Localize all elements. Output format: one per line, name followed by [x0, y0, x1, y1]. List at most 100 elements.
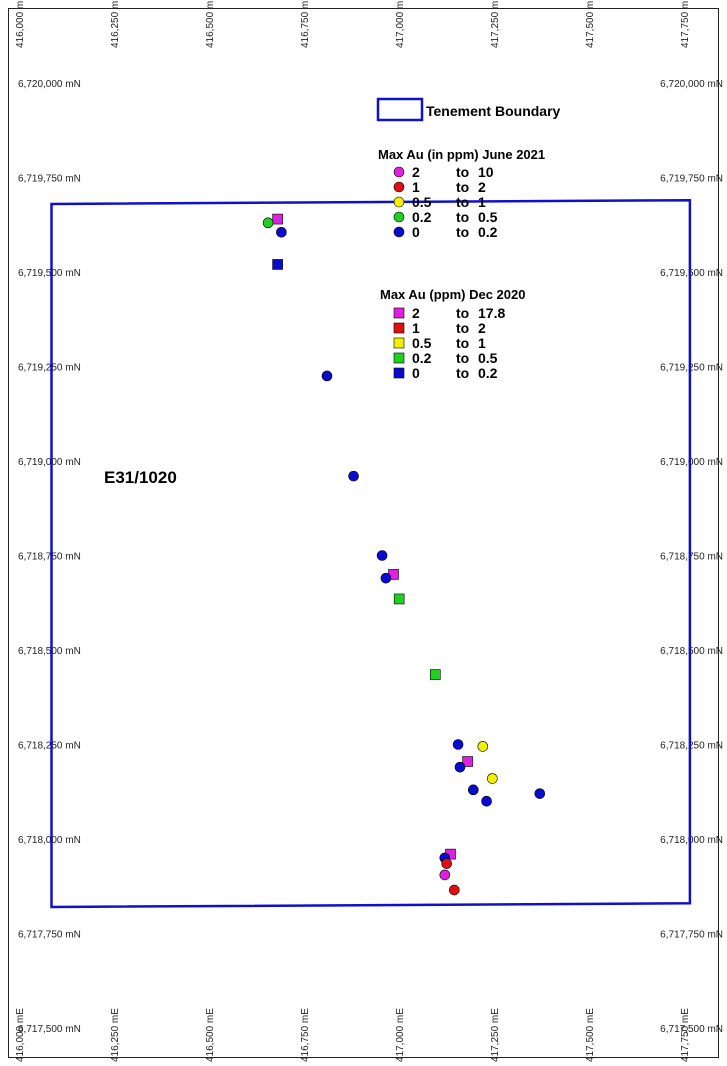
- june-legend-to: to: [456, 179, 469, 195]
- northing-label: 6,719,500 mN: [660, 268, 723, 279]
- northing-label: 6,717,750 mN: [18, 930, 81, 941]
- june-legend-lower: 0: [412, 224, 420, 240]
- northing-label: 6,720,000 mN: [660, 79, 723, 90]
- northing-label: 6,718,750 mN: [660, 552, 723, 563]
- june-2021-sample-circle: [454, 761, 466, 773]
- easting-label: 416,000 mE: [15, 1008, 26, 1062]
- easting-label: 417,500 mE: [585, 1008, 596, 1062]
- easting-label: 417,000 mE: [395, 1008, 406, 1062]
- dec-legend-square: [393, 322, 405, 334]
- northing-label: 6,719,000 mN: [660, 457, 723, 468]
- dec-2020-sample-square: [272, 259, 283, 270]
- dec-legend-to: to: [456, 335, 469, 351]
- legend-dec-items: 2 to 17.8 1 to 2 0.5 to 1 0.2 to 0.5 0 to 0.2: [393, 305, 505, 381]
- dec-2020-sample-square: [393, 593, 405, 605]
- easting-label: 416,250 mE: [110, 0, 121, 48]
- june-legend-lower: 0.5: [412, 194, 432, 210]
- june-2021-sample-circle: [448, 884, 460, 896]
- june-legend-upper: 1: [478, 194, 486, 210]
- dec-legend-square: [393, 367, 405, 379]
- sample-markers: [262, 213, 546, 896]
- easting-label: 416,500 mE: [205, 1008, 216, 1062]
- legend-june-items: 2 to 10 1 to 2 0.5 to 1 0.2 to 0.5 0 to 0.2: [393, 164, 498, 240]
- dec-legend-upper: 0.5: [478, 350, 498, 366]
- northing-label: 6,717,500 mN: [660, 1024, 723, 1035]
- easting-label: 417,250 mE: [490, 1008, 501, 1062]
- easting-label: 416,250 mE: [110, 1008, 121, 1062]
- northing-label: 6,718,250 mN: [18, 741, 81, 752]
- dec-legend-upper: 2: [478, 320, 486, 336]
- june-legend-to: to: [456, 224, 469, 240]
- june-legend-circle: [393, 196, 405, 208]
- june-2021-sample-circle: [467, 784, 479, 796]
- dec-legend-lower: 2: [412, 305, 420, 321]
- dec-legend-lower: 1: [412, 320, 420, 336]
- dec-legend-to: to: [456, 320, 469, 336]
- northing-label: 6,718,250 mN: [660, 741, 723, 752]
- june-2021-sample-circle: [439, 869, 451, 881]
- june-2021-sample-circle: [348, 470, 359, 482]
- june-2021-sample-circle: [452, 739, 464, 750]
- dec-legend-to: to: [456, 305, 469, 321]
- northing-label: 6,718,000 mN: [660, 835, 723, 846]
- northing-label: 6,718,750 mN: [18, 552, 81, 563]
- june-legend-to: to: [456, 164, 469, 180]
- june-legend-upper: 10: [478, 164, 494, 180]
- dec-legend-upper: 1: [478, 335, 486, 351]
- june-2021-sample-circle: [481, 795, 492, 807]
- june-legend-upper: 2: [478, 179, 486, 195]
- northing-label: 6,719,750 mN: [18, 174, 81, 185]
- northing-label: 6,719,000 mN: [18, 457, 81, 468]
- dec-legend-upper: 17.8: [478, 305, 505, 321]
- dec-2020-sample-square: [462, 756, 473, 767]
- june-legend-to: to: [456, 209, 469, 225]
- june-2021-sample-circle: [276, 227, 287, 238]
- june-legend-circle: [393, 211, 405, 223]
- northing-label: 6,719,750 mN: [660, 174, 723, 185]
- june-legend-lower: 2: [412, 164, 420, 180]
- dec-legend-square: [393, 307, 405, 319]
- northing-label: 6,718,500 mN: [18, 646, 81, 657]
- dec-legend-square: [393, 337, 405, 349]
- june-legend-to: to: [456, 194, 469, 210]
- easting-label: 417,750 mE: [680, 0, 691, 48]
- june-legend-circle: [393, 226, 405, 238]
- easting-label: 417,000 mE: [395, 0, 406, 48]
- june-2021-sample-circle: [376, 550, 388, 561]
- dec-legend-square: [393, 352, 405, 364]
- easting-label: 417,250 mE: [490, 0, 501, 48]
- legend-boundary-swatch: [376, 97, 424, 122]
- northing-label: 6,718,500 mN: [660, 646, 723, 657]
- grid-labels: 416,000 mE 416,000 mE 416,250 mE 416,250 mE…: [15, 0, 723, 1062]
- june-2021-sample-circle: [380, 572, 392, 584]
- easting-label: 416,500 mE: [205, 0, 216, 48]
- map-frame: [8, 8, 719, 1058]
- legend-june-title: Max Au (in ppm) June 2021: [378, 147, 545, 162]
- dec-2020-sample-square: [272, 213, 283, 225]
- june-legend-circle: [393, 181, 405, 193]
- june-2021-sample-circle: [441, 858, 453, 869]
- june-legend-lower: 1: [412, 179, 420, 195]
- northing-label: 6,718,000 mN: [18, 835, 81, 846]
- tenement-label: E31/1020: [104, 468, 177, 487]
- northing-label: 6,720,000 mN: [18, 79, 81, 90]
- northing-label: 6,719,250 mN: [18, 363, 81, 374]
- easting-label: 416,000 mE: [15, 0, 26, 48]
- legend: Tenement Boundary Max Au (in ppm) June 2…: [376, 97, 561, 381]
- dec-legend-to: to: [456, 350, 469, 366]
- legend-dec-title: Max Au (ppm) Dec 2020: [380, 287, 525, 302]
- easting-label: 417,750 mE: [680, 1008, 691, 1062]
- june-legend-upper: 0.5: [478, 209, 498, 225]
- northing-label: 6,717,500 mN: [18, 1024, 81, 1035]
- june-2021-sample-circle: [477, 741, 489, 752]
- dec-legend-lower: 0: [412, 365, 420, 381]
- northing-label: 6,717,750 mN: [660, 930, 723, 941]
- easting-label: 416,750 mE: [300, 0, 311, 48]
- june-legend-upper: 0.2: [478, 224, 498, 240]
- june-2021-sample-circle: [534, 788, 546, 799]
- dec-legend-to: to: [456, 365, 469, 381]
- june-legend-lower: 0.2: [412, 209, 432, 225]
- northing-label: 6,719,250 mN: [660, 363, 723, 374]
- northing-label: 6,719,500 mN: [18, 268, 81, 279]
